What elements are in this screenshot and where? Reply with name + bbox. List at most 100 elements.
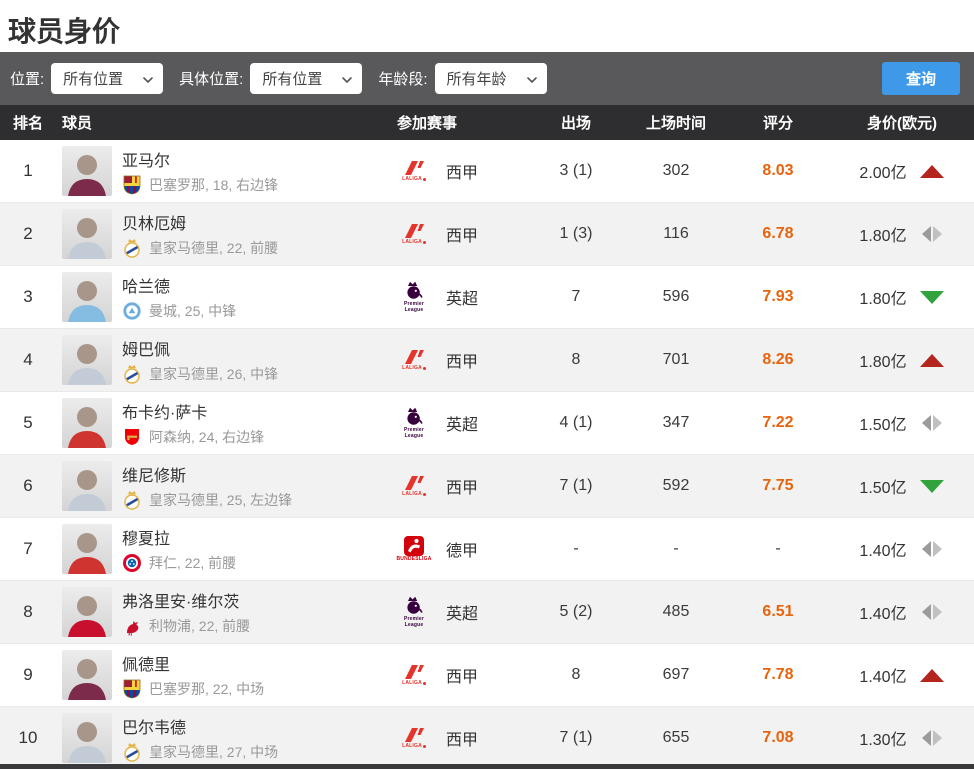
value-cell: 1.50亿: [830, 411, 974, 435]
rank-value: 3: [23, 287, 33, 306]
player-club-info: 阿森纳, 24, 右边锋: [149, 429, 265, 445]
league-cell: LALIGA Premier League: [386, 348, 526, 372]
appearances-value: 7 (1): [559, 729, 593, 746]
trend-up-icon: [919, 668, 944, 682]
player-info: 穆夏拉: [122, 525, 236, 573]
position-label: 位置:: [10, 71, 45, 88]
value-cell: 2.00亿: [830, 159, 974, 183]
trend-neutral-icon: [921, 541, 942, 557]
table-row[interactable]: 5 布卡约·萨卡: [0, 392, 974, 455]
value-trend-icon: [919, 479, 945, 493]
club-crest-icon: [122, 490, 142, 510]
club-crest-icon: [122, 679, 142, 699]
player-name: 哈兰德: [122, 279, 171, 296]
league-name: 西甲: [446, 732, 479, 749]
market-value: 1.80亿: [859, 354, 907, 371]
player-name: 佩德里: [122, 657, 171, 674]
table-row[interactable]: 1 亚马尔: [0, 140, 974, 203]
league-name: 西甲: [446, 354, 479, 371]
player-name: 姆巴佩: [122, 342, 171, 359]
league-name: 英超: [446, 417, 479, 434]
table-row[interactable]: 7 穆夏拉: [0, 518, 974, 581]
table-row[interactable]: 4 姆巴佩: [0, 329, 974, 392]
player-club-info: 利物浦, 22, 前腰: [149, 618, 251, 634]
player-info: 亚马尔: [122, 147, 278, 195]
appearances-value: -: [573, 540, 579, 557]
league-logo-icon: LALIGA Premier League: [390, 160, 438, 183]
table-body: 1 亚马尔: [0, 140, 974, 769]
header-value: 身价(欧元): [867, 115, 937, 132]
value-trend-icon: [919, 290, 945, 304]
player-club-info: 皇家马德里, 27, 中场: [149, 744, 279, 760]
specific-position-select[interactable]: 所有位置: [250, 63, 363, 94]
league-name: 西甲: [446, 669, 479, 686]
header-rating: 评分: [762, 115, 793, 132]
table-row[interactable]: 3 哈兰德: [0, 266, 974, 329]
market-value: 1.40亿: [859, 543, 907, 560]
player-info: 佩德里: [122, 651, 264, 699]
appearances-value: 4 (1): [559, 414, 593, 431]
player-cell: 贝林厄姆: [56, 209, 386, 259]
appearances-value: 5 (2): [559, 603, 593, 620]
player-cell: 姆巴佩: [56, 335, 386, 385]
player-cell: 巴尔韦德: [56, 713, 386, 763]
player-info: 贝林厄姆: [122, 210, 278, 258]
league-logo-icon: LALIGA Premier League: [390, 535, 438, 563]
minutes-value: 596: [662, 288, 690, 305]
player-club-line: 巴塞罗那, 18, 右边锋: [122, 175, 278, 195]
rating-value: -: [775, 540, 781, 557]
query-button[interactable]: 查询: [881, 62, 960, 95]
table-row[interactable]: 10 巴尔韦德: [0, 707, 974, 769]
rating-value: 6.78: [762, 225, 794, 242]
market-value: 1.80亿: [859, 228, 907, 245]
appearances-value: 7: [571, 288, 581, 305]
league-name: 英超: [446, 291, 479, 308]
league-logo-icon: LALIGA Premier League: [390, 475, 438, 498]
club-crest-icon: [122, 616, 142, 636]
trend-up-icon: [919, 353, 944, 367]
rank-value: 7: [23, 539, 33, 558]
table-row[interactable]: 2 贝林厄姆: [0, 203, 974, 266]
player-avatar: [62, 587, 112, 637]
rating-value: 6.51: [762, 603, 794, 620]
player-cell: 布卡约·萨卡: [56, 398, 386, 448]
player-cell: 维尼修斯: [56, 461, 386, 511]
player-club-info: 拜仁, 22, 前腰: [149, 555, 237, 571]
player-info: 巴尔韦德: [122, 714, 278, 762]
rating-value: 8.26: [762, 351, 794, 368]
player-club-info: 皇家马德里, 25, 左边锋: [149, 492, 293, 508]
rank-value: 8: [23, 602, 33, 621]
appearances-value: 7 (1): [559, 477, 593, 494]
age-range-select[interactable]: 所有年龄: [434, 63, 547, 94]
minutes-value: 655: [662, 729, 690, 746]
player-club-line: 皇家马德里, 25, 左边锋: [122, 490, 292, 510]
market-value: 1.40亿: [859, 606, 907, 623]
minutes-value: 592: [662, 477, 690, 494]
club-crest-icon: [122, 364, 142, 384]
league-cell: LALIGA Premier League: [386, 222, 526, 246]
header-player: 球员: [62, 115, 93, 132]
table-row[interactable]: 9 佩德里: [0, 644, 974, 707]
player-avatar: [62, 335, 112, 385]
position-select[interactable]: 所有位置: [51, 63, 164, 94]
filter-position: 位置: 所有位置: [10, 63, 164, 94]
table-row[interactable]: 8 弗洛里安·维尔茨: [0, 581, 974, 644]
player-name: 布卡约·萨卡: [122, 405, 208, 422]
value-trend-icon: [919, 226, 945, 242]
league-name: 英超: [446, 606, 479, 623]
player-club-line: 利物浦, 22, 前腰: [122, 616, 250, 636]
player-club-info: 皇家马德里, 26, 中锋: [149, 366, 279, 382]
league-name: 西甲: [446, 165, 479, 182]
trend-down-icon: [919, 290, 944, 304]
player-name: 巴尔韦德: [122, 720, 187, 737]
player-name: 维尼修斯: [122, 468, 187, 485]
player-avatar: [62, 209, 112, 259]
player-name: 穆夏拉: [122, 531, 171, 548]
table-row[interactable]: 6 维尼修斯: [0, 455, 974, 518]
header-rank: 排名: [12, 115, 43, 132]
value-cell: 1.40亿: [830, 600, 974, 624]
minutes-value: -: [673, 540, 679, 557]
filter-specific-position: 具体位置: 所有位置: [179, 63, 363, 94]
player-avatar: [62, 524, 112, 574]
